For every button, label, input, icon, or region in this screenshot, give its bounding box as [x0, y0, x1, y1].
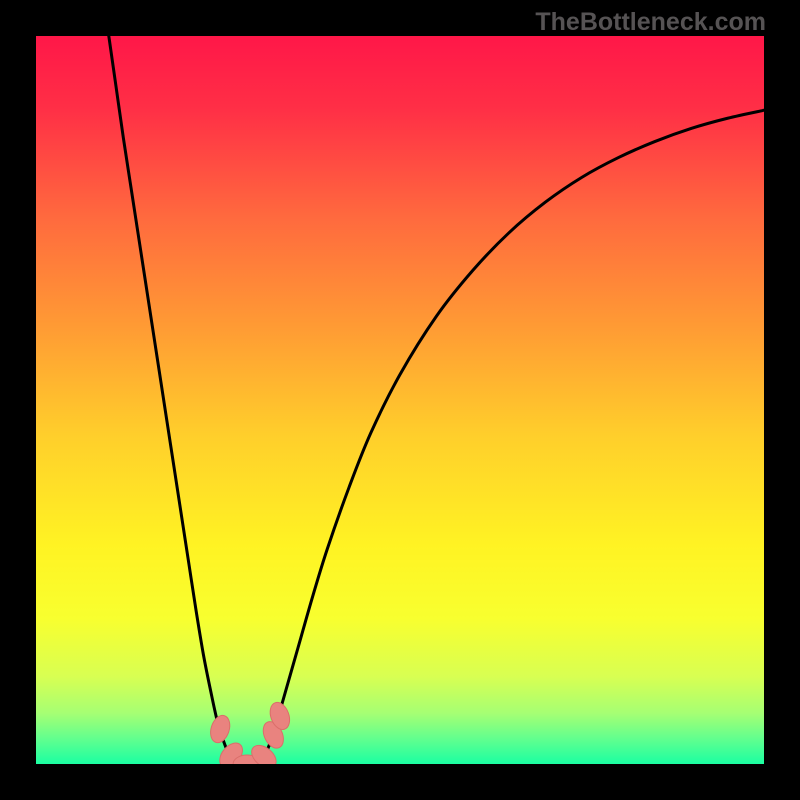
plot-area	[36, 36, 764, 764]
gradient-background	[36, 36, 764, 764]
figure-container: TheBottleneck.com	[0, 0, 800, 800]
watermark-text: TheBottleneck.com	[535, 8, 766, 37]
plot-svg	[36, 36, 764, 764]
